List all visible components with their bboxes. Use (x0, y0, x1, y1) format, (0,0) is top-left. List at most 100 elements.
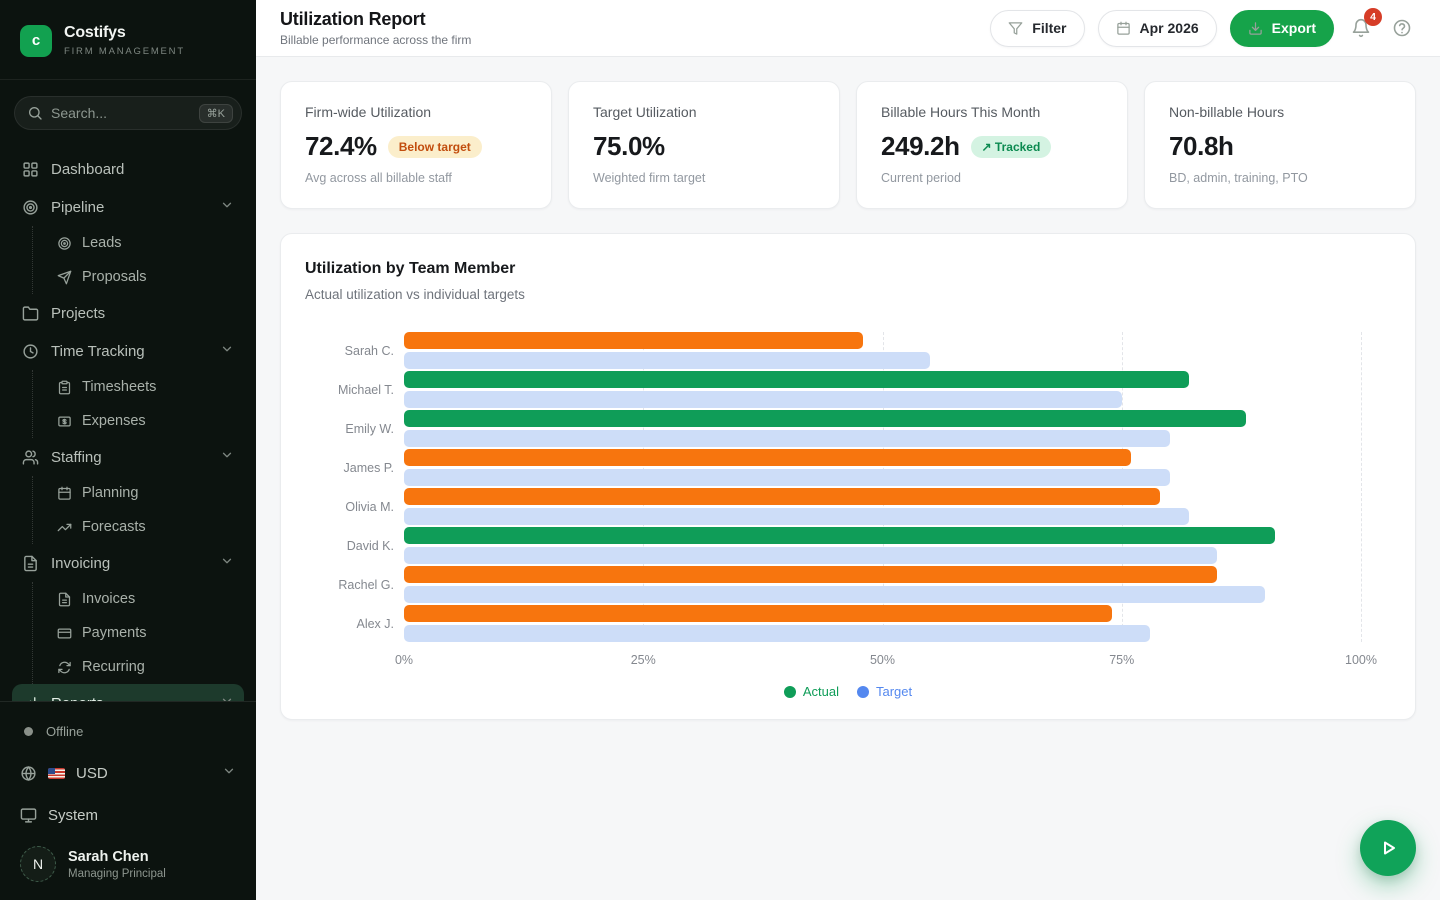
target-bar (404, 625, 1151, 642)
status-badge: ↗ Tracked (970, 135, 1052, 158)
refresh-icon (57, 660, 72, 675)
time-tracking-subgroup: Timesheets Expenses (32, 370, 244, 438)
currency-selector[interactable]: USD (20, 764, 236, 782)
monitor-icon (20, 807, 37, 824)
avatar: N (20, 846, 56, 882)
user-role: Managing Principal (68, 867, 166, 880)
legend-actual-dot-icon (783, 685, 796, 698)
actual-bar (404, 371, 1189, 388)
legend-target: Target (857, 684, 912, 699)
main-area: Utilization Report Billable performance … (256, 0, 1440, 900)
sidebar-item-forecasts[interactable]: Forecasts (33, 510, 244, 544)
help-circle-icon (1392, 18, 1412, 38)
chart-title: Utilization by Team Member (305, 260, 516, 277)
stat-value: 72.4% (305, 131, 377, 161)
chart-row: Alex J. (356, 605, 1361, 642)
actual-bar (404, 449, 1132, 466)
theme-selector[interactable]: System (20, 807, 236, 824)
actual-bar (404, 410, 1247, 427)
calendar-icon (57, 486, 72, 501)
sidebar-item-invoices[interactable]: Invoices (33, 582, 244, 616)
credit-card-icon (57, 626, 72, 641)
target-icon (57, 236, 72, 251)
us-flag-icon (48, 767, 65, 779)
notifications-button[interactable]: 4 (1347, 8, 1382, 42)
export-button[interactable]: Export (1229, 9, 1334, 47)
stat-card-billable-hours: Billable Hours This Month 249.2h ↗ Track… (856, 81, 1128, 209)
gridline (1121, 332, 1123, 642)
file-text-icon (57, 592, 72, 607)
sidebar-item-planning[interactable]: Planning (33, 476, 244, 510)
sidebar-item-recurring[interactable]: Recurring (33, 650, 244, 684)
calendar-icon (1116, 21, 1131, 36)
chart-row: Rachel G. (338, 566, 1361, 603)
sidebar-nav: Dashboard Pipeline Leads Proposals Proje… (0, 138, 256, 722)
search-box[interactable]: ⌘K (14, 96, 242, 130)
sidebar-item-proposals[interactable]: Proposals (33, 260, 244, 294)
chevron-down-icon (220, 554, 234, 572)
sidebar-footer: Offline USD System N Sarah Chen Managing… (0, 701, 256, 900)
stat-cards: Firm-wide Utilization 72.4% Below target… (280, 81, 1416, 209)
globe-icon (20, 765, 37, 782)
actual-bar (404, 527, 1275, 544)
date-picker-button[interactable]: Apr 2026 (1097, 9, 1217, 47)
dollar-receipt-icon (57, 414, 72, 429)
user-profile[interactable]: N Sarah Chen Managing Principal (20, 846, 236, 882)
target-bar (404, 547, 1218, 564)
sidebar: c Costifys FIRM MANAGEMENT ⌘K Dashboard … (0, 0, 256, 900)
status-badge: Below target (387, 135, 482, 158)
user-name: Sarah Chen (68, 848, 149, 865)
actual-bar (404, 332, 864, 349)
target-bar (404, 469, 1170, 486)
sidebar-item-leads[interactable]: Leads (33, 226, 244, 260)
search-icon (27, 105, 43, 121)
gridline (1361, 332, 1362, 642)
sidebar-item-projects[interactable]: Projects (12, 294, 244, 332)
sidebar-item-pipeline[interactable]: Pipeline (12, 188, 244, 226)
chart-row: Olivia M. (345, 488, 1361, 525)
target-bar (404, 508, 1189, 525)
chart-row: Emily W. (345, 410, 1361, 447)
search-input[interactable] (51, 105, 191, 121)
actual-bar (404, 566, 1218, 583)
legend-target-dot-icon (857, 685, 869, 698)
help-button[interactable] (1388, 14, 1416, 42)
pipeline-subgroup: Leads Proposals (32, 226, 244, 294)
stat-value: 70.8h (1169, 131, 1234, 161)
actual-bar (404, 488, 1161, 505)
clock-icon (22, 343, 39, 360)
stat-card-target-utilization: Target Utilization 75.0% Weighted firm t… (568, 81, 840, 209)
folder-icon (22, 305, 39, 322)
gridline (882, 332, 884, 642)
stat-value: 75.0% (593, 131, 665, 161)
chart-row: James P. (344, 449, 1361, 486)
sidebar-item-staffing[interactable]: Staffing (12, 438, 244, 476)
chevron-down-icon (220, 342, 234, 360)
report-content: Firm-wide Utilization 72.4% Below target… (256, 57, 1440, 744)
notification-count-badge: 4 (1364, 8, 1382, 26)
chart-row: Michael T. (338, 371, 1361, 408)
sidebar-item-dashboard[interactable]: Dashboard (12, 150, 244, 188)
sidebar-item-invoicing[interactable]: Invoicing (12, 544, 244, 582)
topbar: Utilization Report Billable performance … (256, 0, 1440, 57)
brand-tagline: FIRM MANAGEMENT (64, 46, 185, 57)
page-subtitle: Billable performance across the firm (280, 33, 472, 47)
clipboard-icon (57, 380, 72, 395)
chevron-down-icon (220, 198, 234, 216)
gridline (643, 332, 645, 642)
download-icon (1248, 21, 1263, 36)
stat-card-firm-utilization: Firm-wide Utilization 72.4% Below target… (280, 81, 552, 209)
bell-icon (1351, 18, 1371, 38)
run-fab-button[interactable] (1360, 820, 1416, 876)
sidebar-item-timesheets[interactable]: Timesheets (33, 370, 244, 404)
users-icon (22, 449, 39, 466)
sidebar-item-time-tracking[interactable]: Time Tracking (12, 332, 244, 370)
actual-bar (404, 605, 1113, 622)
brand-name: Costifys (64, 24, 126, 41)
sidebar-item-payments[interactable]: Payments (33, 616, 244, 650)
filter-button[interactable]: Filter (990, 9, 1085, 47)
target-bar (404, 352, 931, 369)
sidebar-item-expenses[interactable]: Expenses (33, 404, 244, 438)
offline-dot-icon (24, 727, 33, 736)
chevron-down-icon (220, 448, 234, 466)
